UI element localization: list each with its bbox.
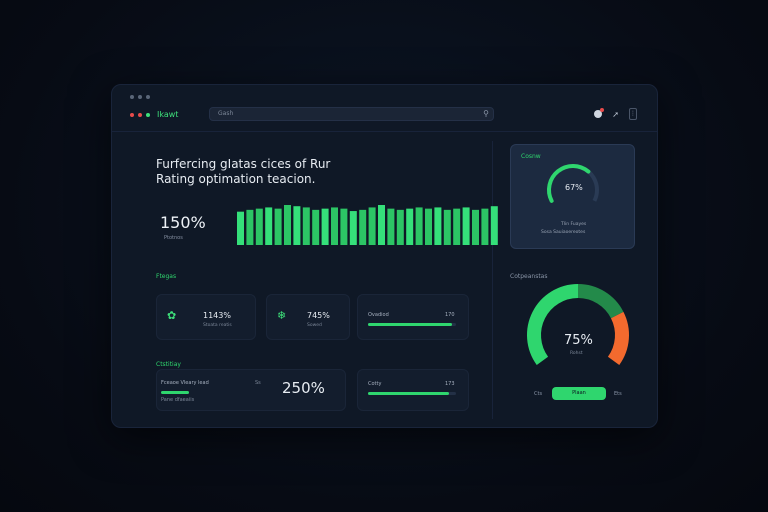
big-gauge-right-label: Ets (614, 391, 622, 397)
hero-bar (321, 208, 329, 245)
dashboard-window: Ikawt Gash ⚲ ➚ ⋮ Furfercing gIatas cices… (111, 84, 658, 428)
hero-bar (481, 208, 489, 245)
metric-value: 745% (307, 311, 330, 320)
mini-gauge-title: Cosnw (521, 153, 541, 160)
header-divider (112, 131, 657, 132)
share-icon[interactable]: ➚ (612, 109, 619, 119)
hero-bar (255, 208, 263, 245)
activity-line-1-suffix: Ss (255, 380, 261, 386)
window-controls[interactable] (130, 95, 150, 99)
hero-bar (406, 208, 414, 245)
metric-value: 1143% (203, 311, 231, 320)
hero-bar (453, 208, 461, 245)
hero-bar (331, 207, 338, 245)
mini-gauge (547, 164, 599, 203)
big-gauge-value: 75% (564, 333, 593, 348)
hero-bar (312, 209, 320, 245)
hero-title-line-2: Rating optimation teacion. (156, 172, 316, 186)
search-input[interactable]: Gash ⚲ (209, 107, 494, 121)
search-placeholder: Gash (218, 110, 234, 117)
hero-bar (274, 208, 282, 245)
activity-stat: 250% (282, 379, 325, 397)
progress-card[interactable]: Cotty 173 (357, 369, 469, 411)
metric-sub: Stoata reatis (203, 323, 232, 328)
activity-section-title: Ctstitiay (156, 361, 181, 368)
hero-bar (340, 208, 348, 245)
activity-line-2: Pane dfaeaiis (161, 397, 195, 403)
drop-icon: ❄ (277, 309, 287, 322)
mini-gauge-foot-1: Tlin Fuayes (561, 222, 587, 227)
mini-gauge-card[interactable]: Cosnw 67% Tlin Fuayes Sosa Sauiaoereotes (510, 144, 635, 249)
hero-bar (443, 209, 451, 245)
progress-value: 170 (445, 312, 455, 318)
metric-sub: Sowed (307, 323, 322, 328)
hero-bar (246, 209, 254, 245)
avatar[interactable] (594, 108, 605, 118)
big-gauge-sub: Rohst (570, 351, 583, 356)
brand-dot-icon (130, 112, 134, 117)
gauge-section-title: Cotpeanstas (510, 273, 548, 280)
progress-fill (368, 392, 449, 395)
hero-stat-value: 150% (160, 213, 206, 232)
brand[interactable]: Ikawt (130, 110, 178, 119)
activity-card[interactable]: Fceaoe Vleary lead Ss Pane dfaeaiis 250% (156, 369, 346, 411)
hero-bar (462, 207, 470, 245)
search-icon[interactable]: ⚲ (483, 109, 489, 118)
hero-bar (265, 207, 273, 245)
top-icons: ➚ ⋮ (594, 108, 637, 120)
activity-line-1: Fceaoe Vleary lead (161, 380, 209, 386)
hero-bar (293, 206, 301, 245)
hero-bar (378, 205, 385, 245)
app-name: Ikawt (157, 110, 179, 119)
menu-icon[interactable]: ⋮ (629, 108, 637, 120)
hero-bar (349, 211, 357, 245)
metrics-section-title: Ftegas (156, 273, 177, 280)
hero-title: Furfercing gIatas cices of Rur Rating op… (156, 157, 396, 187)
column-divider (492, 141, 493, 419)
plan-button[interactable]: Plaan (552, 387, 606, 400)
brand-dot-icon (146, 112, 150, 117)
hero-stat-label: Ptotnos (164, 235, 183, 241)
mini-gauge-value: 67% (565, 183, 583, 192)
mini-gauge-arc (547, 164, 591, 203)
leaf-icon: ✿ (167, 309, 177, 322)
hero-bar (472, 209, 479, 245)
hero-bar (284, 205, 291, 245)
brand-dot-icon (138, 112, 142, 117)
hero-bar (237, 211, 244, 245)
hero-title-line-1: Furfercing gIatas cices of Rur (156, 157, 331, 171)
hero-bar (359, 209, 367, 245)
mini-gauge-foot-2: Sosa Sauiaoereotes (541, 230, 586, 235)
hero-bar (490, 206, 498, 245)
metric-card[interactable]: ❄ 745% Sowed (266, 294, 350, 340)
hero-bar (387, 208, 395, 245)
top-bar: Ikawt Gash ⚲ ➚ ⋮ (112, 105, 657, 129)
hero-bar (302, 207, 310, 245)
activity-fill (161, 391, 189, 394)
hero-bar (396, 209, 404, 245)
hero-bar (368, 207, 376, 245)
big-gauge-left-label: Cts (534, 391, 543, 397)
progress-label: Ovadiod (368, 312, 389, 318)
hero-bar (434, 207, 442, 245)
hero-bar (415, 207, 423, 245)
hero-bar-chart (237, 205, 498, 245)
progress-card[interactable]: Ovadiod 170 (357, 294, 469, 340)
progress-fill (368, 323, 452, 326)
hero-bar (425, 208, 432, 245)
progress-label: Cotty (368, 381, 382, 387)
progress-value: 173 (445, 381, 455, 387)
metric-card[interactable]: ✿ 1143% Stoata reatis (156, 294, 256, 340)
